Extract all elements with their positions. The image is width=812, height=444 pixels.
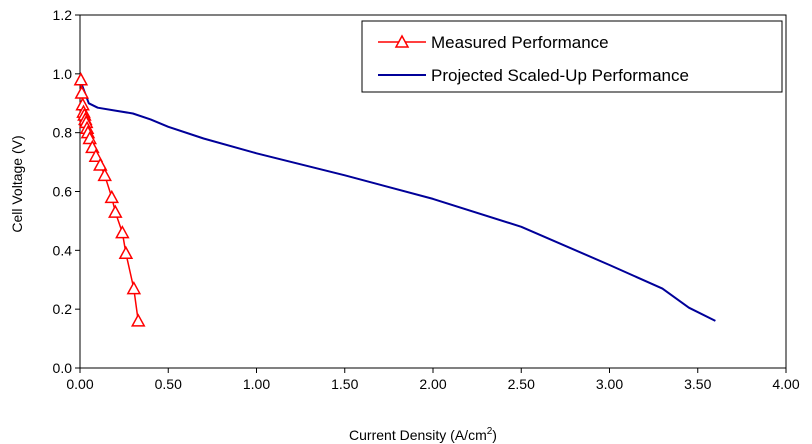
data-point-measured — [104, 189, 120, 204]
x-tick-label: 2.00 — [419, 376, 446, 392]
y-tick-label: 1.0 — [53, 66, 73, 82]
data-point-measured — [118, 245, 134, 260]
series-layer — [73, 72, 716, 327]
y-tick-label: 0.2 — [53, 301, 73, 317]
data-point-measured — [88, 148, 104, 162]
data-point-measured — [130, 313, 146, 327]
data-point-measured — [108, 204, 123, 218]
x-axis-label-sup: 2 — [487, 426, 493, 437]
data-point-measured — [97, 167, 112, 182]
y-tick-label: 1.2 — [53, 7, 73, 23]
data-point-measured — [93, 157, 108, 171]
legend-box — [361, 20, 783, 93]
legend-label-measured: Measured Performance — [431, 33, 609, 52]
legend-label-projected: Projected Scaled-Up Performance — [431, 66, 689, 85]
x-axis-label-close: ) — [492, 427, 497, 443]
legend: Measured Performance Projected Scaled-Up… — [361, 20, 783, 93]
x-tick-label: 3.00 — [596, 376, 623, 392]
data-point-measured — [115, 225, 130, 239]
series-line-projected — [79, 79, 716, 322]
x-tick-label: 0.00 — [66, 376, 93, 392]
y-tick-label: 0.6 — [53, 184, 73, 200]
legend-entry-projected: Projected Scaled-Up Performance — [378, 66, 689, 85]
x-tick-label: 1.50 — [331, 376, 358, 392]
x-tick-label: 2.50 — [508, 376, 535, 392]
data-point-measured — [74, 85, 90, 99]
x-tick-label: 4.00 — [772, 376, 799, 392]
y-tick-label: 0.8 — [53, 125, 73, 141]
x-tick-label: 3.50 — [684, 376, 711, 392]
y-axis-label: Cell Voltage (V) — [9, 135, 25, 232]
data-point-measured — [126, 281, 142, 295]
y-tick-label: 0.4 — [53, 242, 73, 258]
x-axis-label-main: Current Density (A/cm — [349, 427, 487, 443]
x-tick-label: 1.00 — [243, 376, 270, 392]
data-point-measured — [73, 72, 89, 86]
x-axis-label: Current Density (A/cm2) — [349, 426, 497, 443]
y-tick-label: 0.0 — [53, 360, 73, 376]
legend-marker-measured — [394, 34, 410, 48]
ticks-layer: 0.0 0.2 0.4 0.6 0.8 1.0 1.2 0.00 0.50 1.00 1.50 2.0… — [53, 7, 800, 392]
x-tick-label: 0.50 — [155, 376, 182, 392]
legend-entry-measured: Measured Performance — [378, 33, 609, 52]
